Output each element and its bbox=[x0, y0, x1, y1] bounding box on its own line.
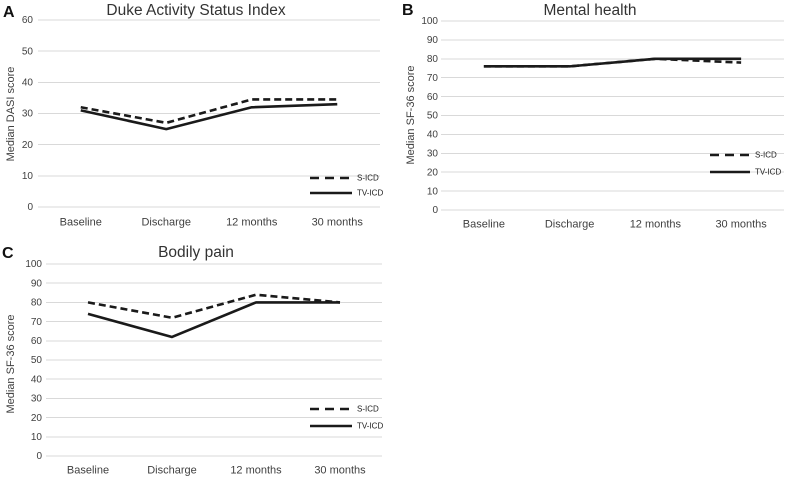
x-category-labels: Baseline Discharge 12 months 30 months bbox=[67, 465, 366, 477]
series-tv-icd bbox=[80, 102, 338, 131]
y-axis-tick-labels: 0 10 20 30 40 50 60 bbox=[22, 15, 34, 213]
legend-s-icd-label: S-ICD bbox=[357, 405, 379, 414]
y-tick-label: 30 bbox=[31, 394, 43, 405]
line-chart-bodily-pain: 0 10 20 30 40 50 60 70 80 90 100 Baseline Discharge 1… bbox=[25, 259, 383, 477]
legend-item-tv-icd: TV-ICD bbox=[310, 189, 383, 198]
series-s-icd bbox=[483, 57, 742, 68]
panel-label-c: C bbox=[2, 245, 14, 262]
legend: S-ICD TV-ICD bbox=[710, 151, 781, 177]
y-tick-label: 0 bbox=[27, 202, 33, 213]
legend-tv-icd-label: TV-ICD bbox=[357, 189, 383, 198]
y-tick-label: 10 bbox=[427, 186, 439, 197]
legend: S-ICD TV-ICD bbox=[310, 174, 383, 198]
y-tick-label: 10 bbox=[22, 171, 34, 182]
legend-item-s-icd: S-ICD bbox=[310, 405, 379, 414]
x-category-label: 12 months bbox=[630, 219, 682, 231]
y-tick-label: 30 bbox=[22, 109, 34, 120]
y-tick-label: 70 bbox=[31, 317, 43, 328]
line-chart-duke-activity-status-index: 0 10 20 30 40 50 60 Baseline Discharge 12 months 3… bbox=[22, 15, 384, 229]
x-category-label: 12 months bbox=[226, 217, 278, 229]
x-category-label: Baseline bbox=[463, 219, 505, 231]
chart-title-duke-activity-status-index: Duke Activity Status Index bbox=[106, 2, 286, 19]
line-chart-mental-health: 0 10 20 30 40 50 60 70 80 90 100 Baseline Discharge 1… bbox=[421, 16, 784, 231]
legend-item-tv-icd: TV-ICD bbox=[710, 168, 781, 177]
y-tick-label: 90 bbox=[31, 278, 43, 289]
x-category-label: Baseline bbox=[60, 217, 102, 229]
y-tick-label: 20 bbox=[427, 167, 439, 178]
y-tick-label: 60 bbox=[22, 15, 34, 26]
legend-item-s-icd: S-ICD bbox=[710, 151, 777, 160]
y-tick-label: 60 bbox=[31, 336, 43, 347]
x-category-labels: Baseline Discharge 12 months 30 months bbox=[463, 219, 768, 231]
y-tick-label: 30 bbox=[427, 149, 439, 160]
y-tick-label: 40 bbox=[22, 78, 34, 89]
x-category-labels: Baseline Discharge 12 months 30 months bbox=[60, 217, 364, 229]
y-tick-label: 20 bbox=[22, 140, 34, 151]
chart-title-mental-health: Mental health bbox=[543, 2, 637, 19]
y-tick-label: 70 bbox=[427, 73, 439, 84]
x-category-label: 30 months bbox=[314, 465, 366, 477]
y-tick-label: 80 bbox=[31, 298, 43, 309]
legend-item-s-icd: S-ICD bbox=[310, 174, 379, 183]
y-tick-label: 0 bbox=[432, 205, 438, 216]
gridlines bbox=[46, 263, 382, 457]
y-tick-label: 20 bbox=[31, 413, 43, 424]
y-tick-label: 100 bbox=[421, 16, 438, 27]
y-tick-label: 50 bbox=[22, 46, 34, 57]
y-tick-label: 60 bbox=[427, 92, 439, 103]
legend-item-tv-icd: TV-ICD bbox=[310, 422, 383, 431]
x-category-label: Discharge bbox=[545, 219, 595, 231]
panel-label-a: A bbox=[3, 4, 15, 21]
y-tick-label: 50 bbox=[31, 355, 43, 366]
legend-s-icd-label: S-ICD bbox=[357, 174, 379, 183]
x-category-label: Baseline bbox=[67, 465, 109, 477]
chart-panel-mental-health: B Mental health Median SF-36 score 0 10 20… bbox=[394, 0, 786, 236]
y-axis-tick-labels: 0 10 20 30 40 50 60 70 80 90 100 bbox=[25, 259, 42, 462]
y-tick-label: 80 bbox=[427, 54, 439, 65]
gridlines bbox=[441, 20, 784, 211]
legend-s-icd-label: S-ICD bbox=[755, 151, 777, 160]
y-axis-tick-labels: 0 10 20 30 40 50 60 70 80 90 100 bbox=[421, 16, 438, 216]
y-tick-label: 50 bbox=[427, 111, 439, 122]
y-tick-label: 90 bbox=[427, 35, 439, 46]
legend: S-ICD TV-ICD bbox=[310, 405, 383, 431]
y-tick-label: 0 bbox=[36, 451, 42, 462]
y-tick-label: 10 bbox=[31, 432, 43, 443]
series-tv-icd bbox=[87, 301, 340, 339]
x-category-label: 30 months bbox=[715, 219, 767, 231]
x-category-label: 30 months bbox=[312, 217, 364, 229]
x-category-label: Discharge bbox=[147, 465, 197, 477]
chart-panel-duke-activity-status-index: A Duke Activity Status Index Median DASI… bbox=[0, 0, 392, 236]
panel-label-b: B bbox=[402, 2, 414, 19]
chart-title-bodily-pain: Bodily pain bbox=[158, 244, 234, 261]
chart-panel-bodily-pain: C Bodily pain Median SF-36 score 0 10 20 30… bbox=[0, 240, 392, 478]
x-category-label: Discharge bbox=[141, 217, 191, 229]
y-tick-label: 40 bbox=[31, 374, 43, 385]
y-tick-label: 40 bbox=[427, 130, 439, 141]
series-s-icd bbox=[87, 293, 341, 320]
x-category-label: 12 months bbox=[230, 465, 282, 477]
series-tv-icd bbox=[483, 57, 742, 68]
legend-tv-icd-label: TV-ICD bbox=[357, 422, 383, 431]
y-tick-label: 100 bbox=[25, 259, 42, 270]
legend-tv-icd-label: TV-ICD bbox=[755, 168, 781, 177]
